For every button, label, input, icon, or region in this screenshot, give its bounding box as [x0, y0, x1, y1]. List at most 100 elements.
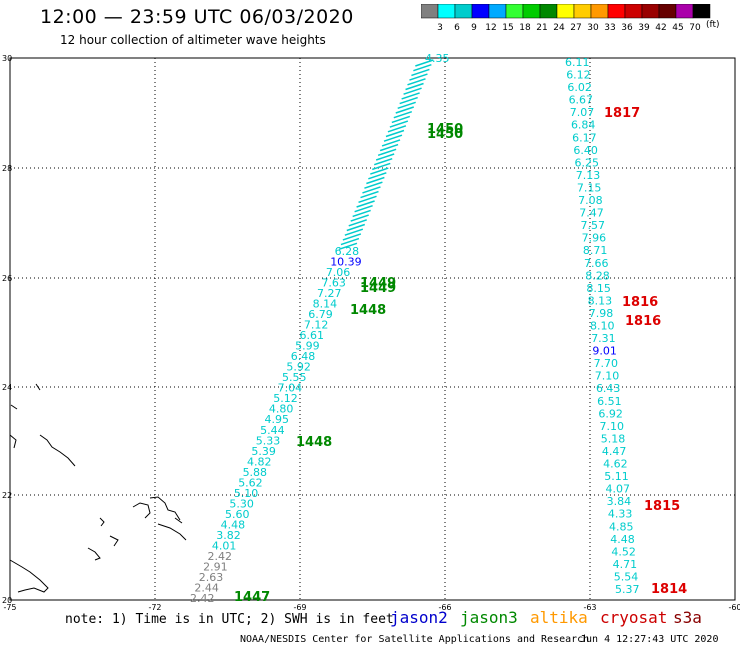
- wave-height-value: 6.02: [567, 81, 592, 94]
- color-scale-tick: 30: [587, 23, 599, 33]
- color-scale-unit: (ft): [706, 20, 720, 30]
- track-streak: [375, 153, 395, 161]
- wave-height-value: 5.55: [282, 371, 307, 384]
- wave-height-value: 7.12: [304, 319, 329, 332]
- footer-note: note: 1) Time is in UTC; 2) SWH is in fe…: [65, 612, 394, 627]
- color-scale-tick: 33: [604, 23, 615, 33]
- legend-jason2: jason2: [390, 608, 448, 627]
- wave-height-value: 2.42: [190, 592, 215, 605]
- map-subtitle: 12 hour collection of altimeter wave hei…: [60, 33, 326, 47]
- track-streak: [383, 134, 403, 142]
- wave-height-value: 4.47: [602, 445, 627, 458]
- track-streak: [415, 59, 434, 67]
- wave-height-value: 5.30: [229, 497, 254, 510]
- pass-time-label: 1816: [625, 314, 661, 329]
- pass-time-label: 1814: [651, 582, 687, 597]
- longitude-label: -66: [438, 603, 451, 612]
- wave-height-value: 7.98: [589, 307, 614, 320]
- wave-height-value: 5.44: [260, 424, 285, 437]
- track-streak: [372, 162, 391, 171]
- wave-height-value: 8.15: [586, 282, 611, 295]
- wave-height-value: 10.39: [330, 256, 362, 269]
- wave-height-value: 4.82: [247, 455, 272, 468]
- color-scale-tick: 36: [621, 23, 633, 33]
- wave-height-value: 7.66: [584, 257, 609, 270]
- track-streak: [385, 129, 405, 138]
- wave-height-value: 8.71: [583, 244, 608, 257]
- footer-credit: NOAA/NESDIS Center for Satellite Applica…: [240, 634, 590, 645]
- wave-height-value: 7.10: [595, 370, 620, 383]
- longitude-label: -63: [583, 603, 596, 612]
- color-scale-tick: 39: [638, 23, 650, 33]
- overlapping-track-values: [338, 59, 434, 251]
- track-streak: [379, 143, 399, 152]
- track-streak: [405, 82, 424, 91]
- wave-height-value: 5.92: [286, 361, 311, 374]
- legend-cryosat: cryosat: [600, 608, 668, 627]
- wave-height-value: 2.91: [203, 560, 228, 573]
- track-streak: [411, 68, 430, 77]
- longitude-label: -69: [293, 603, 306, 612]
- latitude-label: 28: [2, 164, 12, 173]
- color-scale-tick: 21: [536, 23, 547, 33]
- wave-height-value: 4.80: [269, 403, 294, 416]
- wave-height-value: 6.40: [573, 144, 598, 157]
- wave-height-value: 4.52: [611, 545, 636, 558]
- latitude-label: 20: [2, 596, 12, 605]
- map-frame: [9, 57, 736, 601]
- pass-time-label: 1450: [427, 122, 463, 137]
- wave-height-value: 6.51: [597, 395, 622, 408]
- wave-height-value: 6.79: [308, 308, 333, 321]
- track-streak: [368, 172, 387, 180]
- wave-height-value: 4.48: [221, 518, 246, 531]
- color-scale-tick: 3: [437, 23, 443, 33]
- wave-height-value: 4.35: [425, 52, 450, 65]
- latitude-label: 24: [2, 383, 12, 392]
- pass-time-label: 1817: [604, 106, 640, 121]
- wave-height-value: 7.15: [577, 181, 602, 194]
- track-streak: [354, 204, 373, 213]
- color-scale-tick: 15: [502, 23, 513, 33]
- wave-height-value: 7.63: [321, 277, 346, 290]
- color-scale-tick: 12: [485, 23, 496, 33]
- track-streak: [346, 223, 366, 232]
- longitude-label: -75: [3, 603, 16, 612]
- track-streak: [362, 186, 381, 194]
- wave-height-value: 2.63: [199, 571, 224, 584]
- coastline-islands: [9, 383, 187, 593]
- longitude-labels: -75 -72 -69 -66 -63 -60: [3, 603, 740, 612]
- wave-height-value: 5.33: [256, 434, 281, 447]
- wave-height-value: 2.42: [208, 550, 233, 563]
- pass-time-label: 1449: [360, 281, 396, 296]
- pass-time-label: 1815: [644, 499, 680, 514]
- pass-time-label: 1450: [427, 127, 463, 142]
- wave-height-value: 5.99: [295, 340, 320, 353]
- wave-height-value: 6.25: [575, 156, 600, 169]
- color-scale-bar: 3 6 9 12 15 18 21 24 27 30 33 36 39 42 45 70: [421, 4, 711, 33]
- legend-jason3: jason3: [460, 608, 518, 627]
- wave-height-value: 6.67: [569, 94, 594, 107]
- track-streak: [381, 139, 401, 147]
- track-streak: [407, 78, 426, 86]
- wave-height-value: 7.07: [570, 106, 595, 119]
- track-streak: [393, 110, 413, 119]
- altimeter-track-east: 6.116.126.026.677.076.846.176.406.257.13…: [565, 56, 640, 596]
- track-streak: [387, 125, 407, 133]
- track-streak: [409, 73, 428, 81]
- wave-height-value: 5.54: [614, 570, 639, 583]
- track-streak: [352, 209, 371, 218]
- track-streak: [360, 190, 379, 199]
- wave-height-value: 8.13: [588, 294, 613, 307]
- wave-height-value: 4.62: [603, 458, 628, 471]
- wave-height-value: 4.95: [264, 413, 289, 426]
- pass-time-label: 1448: [350, 303, 386, 318]
- color-scale-tick: 27: [570, 23, 581, 33]
- track-streak: [364, 181, 383, 189]
- wave-height-value: 7.06: [326, 266, 351, 279]
- wave-height-value: 5.10: [234, 487, 258, 500]
- wave-height-value: 7.31: [591, 332, 616, 345]
- track-streak: [358, 195, 377, 204]
- color-scale-tick: 70: [689, 23, 701, 33]
- wave-height-value: 2.44: [194, 581, 219, 594]
